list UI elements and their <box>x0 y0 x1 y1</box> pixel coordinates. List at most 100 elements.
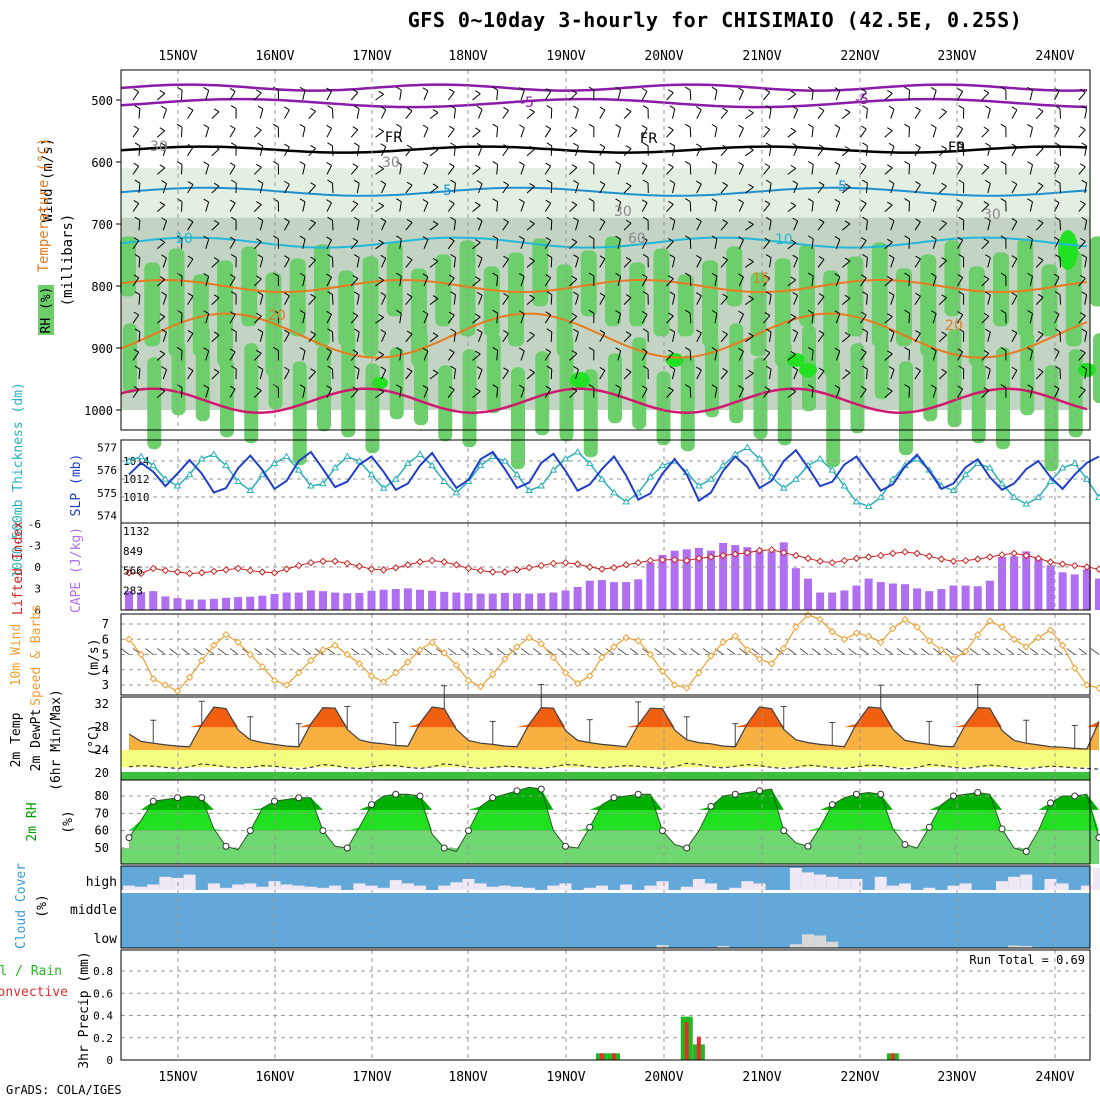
wind-barb-flag <box>326 273 332 278</box>
date-label-bottom: 24NOV <box>1035 1070 1074 1085</box>
wind-barb-flag <box>1054 291 1061 296</box>
surface-wind-barb <box>920 648 930 655</box>
rh-green-cell <box>996 347 1010 450</box>
thickness-point <box>137 452 146 460</box>
wind-barb-flag <box>1080 386 1086 391</box>
rh-green-cell <box>341 329 356 438</box>
wind-barb <box>350 240 359 250</box>
wind-barb <box>1078 129 1086 138</box>
rh-green-cell <box>947 329 962 428</box>
wind-barb-flag <box>449 274 455 279</box>
surface-wind-barb <box>375 648 384 655</box>
wind-barb-flag <box>1053 273 1060 278</box>
rh2m-point <box>174 794 181 802</box>
wind-barb <box>399 276 402 287</box>
wind-barb-flag <box>696 329 702 334</box>
wind-barb-flag <box>203 87 209 91</box>
cloud-high-bar <box>474 883 487 890</box>
surface-wind-barb <box>848 648 857 655</box>
wind-barb-flag <box>904 384 910 389</box>
rh2m-point <box>222 842 230 850</box>
wind-barb <box>132 128 140 138</box>
wind-barb <box>866 368 868 380</box>
cloud-high-bar <box>680 886 693 890</box>
surface-wind-barb <box>120 648 130 655</box>
wind-barb-flag <box>299 124 306 128</box>
wind-barb-flag <box>432 183 439 188</box>
wind-barb-flag <box>641 236 648 241</box>
cape-bar <box>246 596 255 610</box>
rh-bright-cell <box>665 353 684 367</box>
wind-barb-flag <box>1054 142 1061 147</box>
wind-barb-flag <box>615 161 621 166</box>
wind-barb-flag <box>738 199 744 203</box>
wind-speed-point <box>755 655 764 663</box>
wind-barb-flag <box>518 161 525 166</box>
wind-speed-point <box>586 672 594 680</box>
wind-speed-point <box>501 655 509 663</box>
wind-speed-point <box>622 634 630 642</box>
wind-barb <box>132 277 140 287</box>
wind-barb <box>932 313 937 324</box>
surface-wind-barb <box>581 648 591 655</box>
wind-barb <box>205 350 210 361</box>
wind-barb-flag <box>134 254 141 258</box>
wind-speed-point <box>816 615 824 624</box>
rh-green-cell <box>799 244 815 327</box>
wind-barb <box>890 332 895 342</box>
cape-bar <box>355 592 364 610</box>
wind-barb <box>835 388 841 398</box>
wind-barb <box>423 239 429 249</box>
wind-barb-flag <box>450 328 456 333</box>
thickness-point <box>998 479 1006 487</box>
wind-barb <box>423 164 429 175</box>
thickness-point <box>852 497 861 505</box>
wind-barb-flag <box>765 216 772 221</box>
wind-barb-flag <box>213 182 220 187</box>
wind-barb-flag <box>273 384 279 389</box>
lifted-index-point <box>1022 551 1030 560</box>
wind-barb <box>132 240 140 250</box>
cloud-high-bar <box>656 881 669 890</box>
cape-bar <box>403 588 412 610</box>
cloud-high-bar <box>414 885 426 890</box>
wind-barb <box>423 202 429 212</box>
lifted-index-point <box>622 561 630 569</box>
cloud-low-bar <box>1020 946 1033 948</box>
cape-bar <box>634 579 643 610</box>
wind-barb <box>205 239 210 249</box>
wind-speed-point <box>658 667 667 675</box>
wind-barb <box>720 222 728 231</box>
cape-bar <box>913 588 922 610</box>
wind-barb-flag <box>571 387 578 392</box>
wind-axis-label: Wind (m/s) <box>40 138 56 222</box>
thickness-point <box>646 472 655 480</box>
thickness-point <box>1070 459 1079 466</box>
wind-barb <box>478 183 483 194</box>
wind-barb-flag <box>860 88 867 93</box>
wind-barb-flag <box>985 254 991 259</box>
wind-barb <box>641 202 648 212</box>
wind-barb-flag <box>958 142 964 147</box>
lifted-index-point <box>695 554 703 563</box>
lifted-index-point <box>610 564 618 572</box>
cloud-high-bar <box>838 879 851 890</box>
wind-barb-flag <box>326 348 332 352</box>
wind-barb-flag <box>529 220 535 225</box>
rh2m-point <box>1047 799 1054 807</box>
wind-barb <box>689 238 692 249</box>
wind-barb-flag <box>711 384 718 389</box>
rh-green-cell <box>1044 365 1059 472</box>
wind-barb-flag <box>159 276 166 280</box>
wind-barb <box>381 295 387 305</box>
wind-barb-flag <box>134 216 141 221</box>
wind-barb <box>641 239 648 250</box>
wind-barb-flag <box>310 256 316 261</box>
wind-barb <box>575 146 579 156</box>
wind-barb-flag <box>449 200 455 205</box>
wind-barb-flag <box>449 88 455 93</box>
wind-barb-flag <box>159 313 166 318</box>
rh-green-cell <box>726 246 743 307</box>
wind-barb-flag <box>213 257 220 262</box>
surface-wind-barb <box>1078 648 1088 655</box>
